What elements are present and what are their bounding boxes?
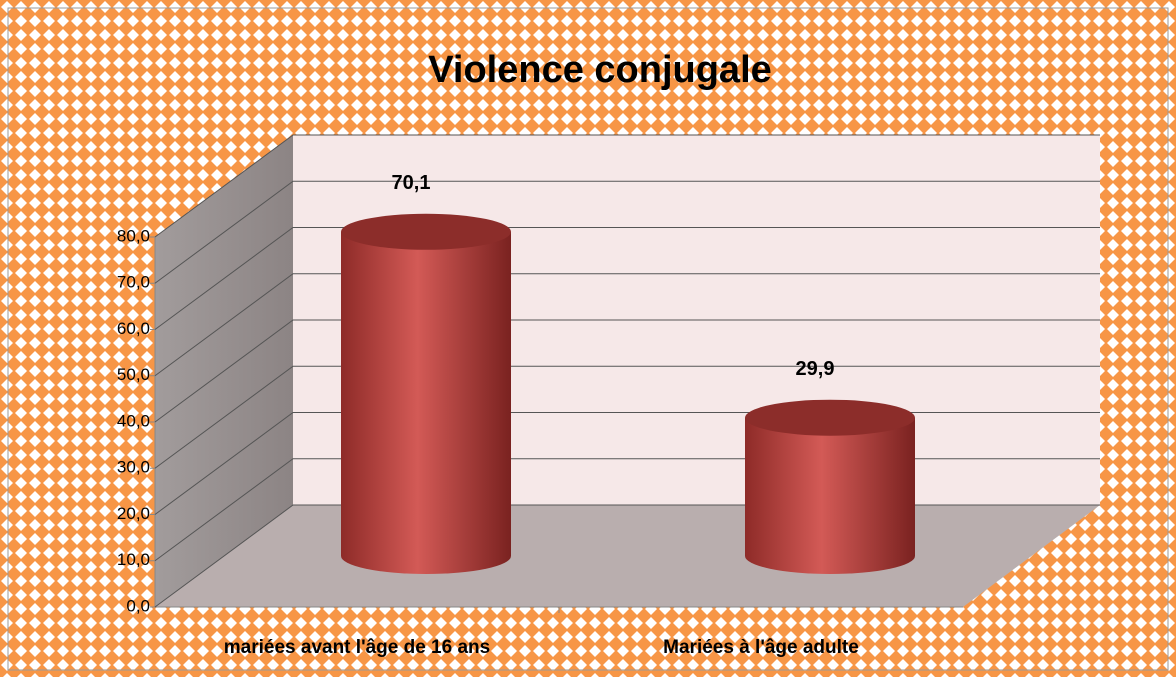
data-label: 29,9 bbox=[796, 358, 835, 380]
cylinder-top bbox=[745, 399, 915, 436]
y-tick-label: 70,0 bbox=[117, 273, 150, 292]
y-tick-label: 80,0 bbox=[117, 226, 150, 245]
y-tick-label: 30,0 bbox=[117, 458, 150, 477]
grid-line bbox=[154, 319, 1100, 423]
cylinder-body bbox=[745, 417, 915, 574]
grid-line bbox=[154, 227, 1100, 330]
y-tick-label: 20,0 bbox=[117, 504, 150, 523]
chart-border bbox=[7, 7, 1169, 671]
y-tick-label: 10,0 bbox=[117, 550, 150, 569]
chart-title: Violence conjugale bbox=[428, 49, 772, 91]
grid-line bbox=[154, 273, 1100, 377]
cylinder-top bbox=[341, 213, 511, 250]
grid-line bbox=[154, 365, 1100, 469]
cylinder-body bbox=[341, 231, 511, 574]
grid-line bbox=[154, 134, 1100, 238]
floor bbox=[155, 505, 1100, 607]
y-tick-label: 40,0 bbox=[117, 411, 150, 430]
y-tick-label: 50,0 bbox=[117, 365, 150, 384]
x-tick-label: Mariées à l'âge adulte bbox=[663, 637, 859, 658]
grid-line bbox=[154, 180, 1100, 284]
data-label: 70,1 bbox=[392, 172, 431, 194]
y-tick-label: 0,0 bbox=[126, 596, 150, 615]
y-tick-label: 60,0 bbox=[117, 319, 150, 338]
x-tick-label: mariées avant l'âge de 16 ans bbox=[224, 637, 490, 658]
